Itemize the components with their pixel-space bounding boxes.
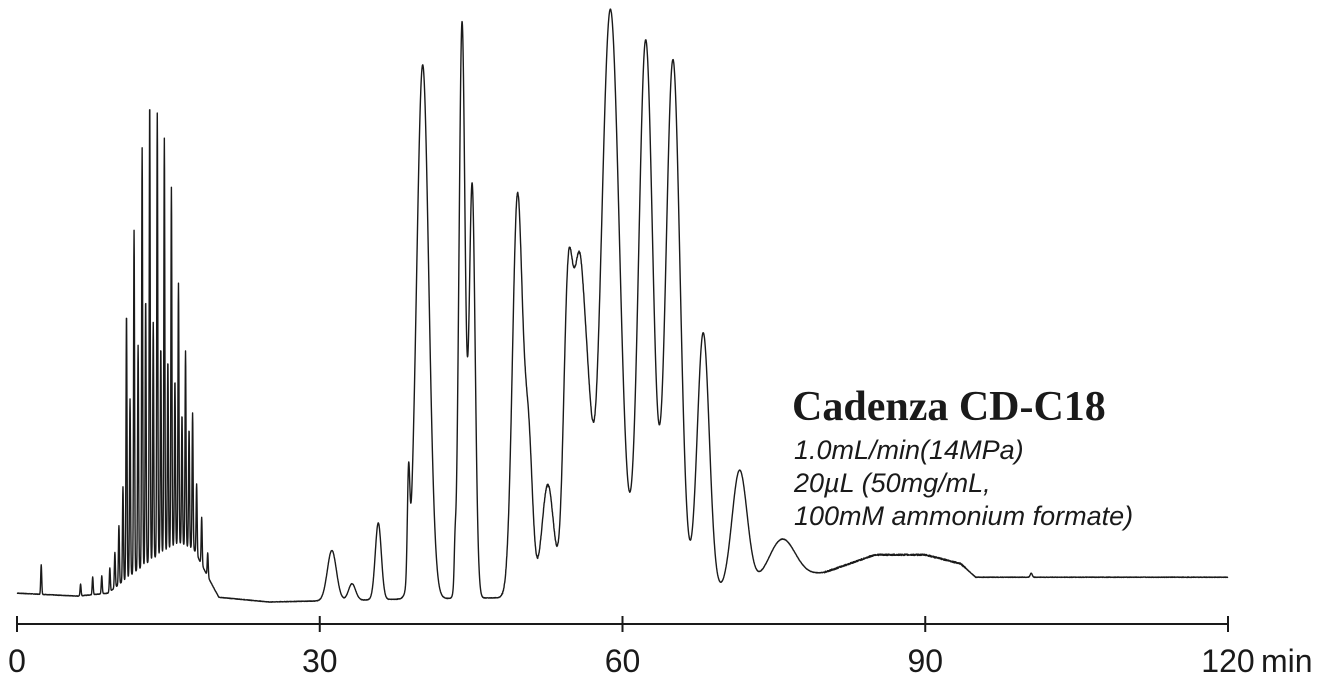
x-tick-label-120: 120: [1201, 643, 1254, 676]
x-axis-ticks: 0 30 60 90 120: [8, 616, 1255, 676]
x-axis: 0 30 60 90 120 min: [8, 616, 1313, 676]
x-tick-label-30: 30: [302, 643, 338, 676]
x-tick-label-60: 60: [605, 643, 641, 676]
chromatogram-trace: [16, 8, 1229, 603]
condition-buffer: 100mM ammonium formate): [794, 501, 1133, 531]
condition-injection: 20µL (50mg/mL,: [793, 468, 991, 498]
plot-area: [16, 8, 1229, 603]
chart-title: Cadenza CD-C18: [792, 384, 1106, 430]
x-tick-label-90: 90: [907, 643, 943, 676]
condition-flow-rate: 1.0mL/min(14MPa): [794, 435, 1024, 465]
legend-annotation: Cadenza CD-C18 1.0mL/min(14MPa) 20µL (50…: [792, 384, 1133, 531]
x-axis-unit: min: [1261, 643, 1313, 676]
x-tick-label-0: 0: [8, 643, 26, 676]
